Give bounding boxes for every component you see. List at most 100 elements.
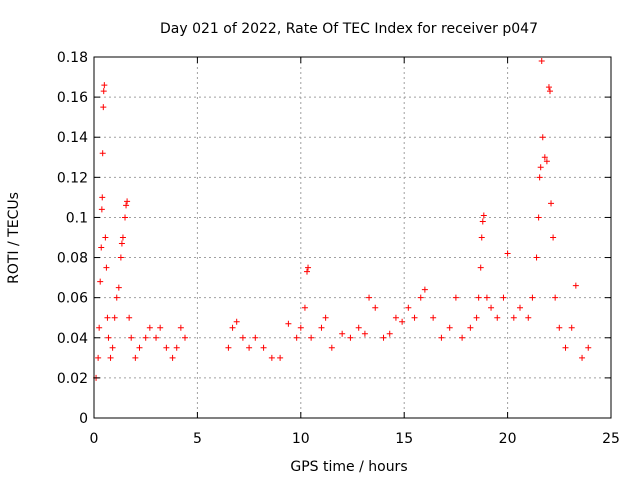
roti-point <box>405 304 412 311</box>
plot-frame <box>93 56 612 419</box>
x-tick-label: 5 <box>193 431 202 447</box>
roti-point <box>136 344 143 351</box>
roti-point <box>568 324 575 331</box>
roti-point <box>173 344 180 351</box>
roti-point <box>380 334 387 341</box>
roti-scatter-points <box>93 58 592 381</box>
roti-point <box>480 212 487 219</box>
roti-point <box>119 234 126 241</box>
roti-point <box>536 174 543 181</box>
roti-point <box>146 324 153 331</box>
roti-point <box>118 240 125 247</box>
y-axis-label: ROTI / TECUs <box>6 192 22 284</box>
roti-point <box>177 324 184 331</box>
roti-point <box>252 334 259 341</box>
roti-point <box>98 206 105 213</box>
roti-point <box>473 314 480 321</box>
y-tick-label: 0.14 <box>57 130 88 146</box>
roti-point <box>328 344 335 351</box>
roti-point <box>318 324 325 331</box>
roti-point <box>572 282 579 289</box>
roti-point <box>122 214 129 221</box>
y-tick-label: 0.16 <box>57 90 88 106</box>
roti-point <box>392 314 399 321</box>
roti-point <box>579 354 586 361</box>
roti-point <box>97 278 104 285</box>
roti-point <box>102 234 109 241</box>
roti-point <box>297 324 304 331</box>
roti-point <box>293 334 300 341</box>
roti-point <box>479 218 486 225</box>
x-tick-label: 10 <box>292 431 310 447</box>
roti-point <box>446 324 453 331</box>
roti-point <box>100 104 107 111</box>
roti-point <box>525 314 532 321</box>
roti-point <box>169 354 176 361</box>
roti-point <box>157 324 164 331</box>
roti-point <box>537 164 544 171</box>
roti-point <box>123 202 130 209</box>
y-tick-label: 0.02 <box>57 371 88 387</box>
roti-point <box>421 286 428 293</box>
roti-point <box>126 314 133 321</box>
roti-point <box>225 344 232 351</box>
roti-point <box>100 88 107 95</box>
roti-point <box>539 134 546 141</box>
x-tick-label: 25 <box>602 431 620 447</box>
roti-point <box>355 324 362 331</box>
roti-point <box>107 354 114 361</box>
roti-point <box>98 244 105 251</box>
roti-point <box>543 158 550 165</box>
roti-point <box>109 344 116 351</box>
roti-point <box>101 82 108 89</box>
roti-point <box>153 334 160 341</box>
roti-point <box>477 264 484 271</box>
roti-point <box>452 294 459 301</box>
roti-point <box>347 334 354 341</box>
roti-point <box>304 268 311 275</box>
roti-point <box>99 150 106 157</box>
roti-point <box>104 314 111 321</box>
roti-point <box>545 84 552 91</box>
roti-point <box>488 304 495 311</box>
roti-point <box>105 334 112 341</box>
roti-point <box>95 354 102 361</box>
roti-point <box>229 324 236 331</box>
roti-point <box>239 334 246 341</box>
roti-point <box>128 334 135 341</box>
roti-point <box>308 334 315 341</box>
roti-point <box>399 318 406 325</box>
y-tick-label: 0.1 <box>66 210 88 226</box>
roti-point <box>517 304 524 311</box>
roti-point <box>285 320 292 327</box>
y-tick-label: 0.06 <box>57 291 88 307</box>
roti-point <box>538 58 545 65</box>
roti-point <box>552 294 559 301</box>
y-tick-label: 0.18 <box>57 50 88 66</box>
roti-point <box>301 304 308 311</box>
roti-point <box>535 214 542 221</box>
roti-point <box>529 294 536 301</box>
roti-point <box>533 254 540 261</box>
roti-point <box>430 314 437 321</box>
roti-point <box>103 264 110 271</box>
roti-point <box>96 324 103 331</box>
roti-point <box>260 344 267 351</box>
roti-point <box>181 334 188 341</box>
roti-point <box>99 194 106 201</box>
roti-point <box>111 314 118 321</box>
roti-point <box>504 250 511 257</box>
x-tick-label: 0 <box>90 431 99 447</box>
roti-point <box>585 344 592 351</box>
roti-point <box>483 294 490 301</box>
roti-point <box>386 330 393 337</box>
roti-point <box>475 294 482 301</box>
roti-point <box>115 284 122 291</box>
roti-point <box>478 234 485 241</box>
roti-point <box>305 264 312 271</box>
roti-point <box>372 304 379 311</box>
y-tick-label: 0 <box>79 411 88 427</box>
x-tick-label: 20 <box>499 431 517 447</box>
grid <box>94 57 611 418</box>
